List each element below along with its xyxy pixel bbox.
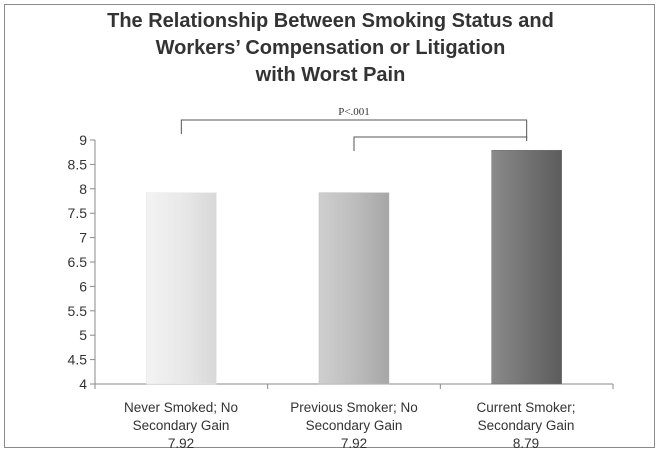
y-tick-label-8: 8 <box>79 181 87 197</box>
category-label-0-line-1: Never Smoked; No <box>123 400 239 415</box>
y-tick-label-10: 9 <box>79 132 87 148</box>
category-label-1-line-2: Secondary Gain <box>305 418 403 433</box>
category-label-1-line-1: Previous Smoker; No <box>290 400 418 415</box>
chart-title-line-2: Workers’ Compensation or Litigation <box>155 37 506 59</box>
bar-0 <box>146 192 217 385</box>
chart-title-line-3: with Worst Pain <box>255 64 406 86</box>
y-tick-label-9: 8.5 <box>68 156 88 172</box>
y-tick-label-1: 4.5 <box>68 352 88 368</box>
bar-1 <box>318 192 390 385</box>
bar-2 <box>491 149 562 385</box>
y-tick-label-2: 5 <box>79 327 87 343</box>
category-label-2-line-1: Current Smoker; <box>476 400 576 415</box>
y-tick-label-5: 6.5 <box>68 254 88 270</box>
significance-bracket-0 <box>180 119 528 139</box>
category-value-label-0: 7.92 <box>167 436 195 451</box>
category-label-2: Current Smoker; Secondary Gain 8.79 <box>436 399 616 453</box>
chart-title-line-1: The Relationship Between Smoking Status … <box>107 10 554 32</box>
category-label-2-line-2: Secondary Gain <box>477 418 575 433</box>
significance-bracket-1 <box>353 136 528 151</box>
category-value-label-1: 7.92 <box>340 436 368 451</box>
category-value-label-2: 8.79 <box>512 436 540 451</box>
y-tick-label-4: 6 <box>79 278 87 294</box>
y-tick-label-6: 7 <box>79 230 87 246</box>
category-label-0: Never Smoked; No Secondary Gain 7.92 <box>91 399 271 453</box>
y-tick-label-7: 7.5 <box>68 205 88 221</box>
category-label-1: Previous Smoker; No Secondary Gain 7.92 <box>264 399 444 453</box>
significance-label-0: P<.001 <box>338 106 370 118</box>
category-label-0-line-2: Secondary Gain <box>132 418 230 433</box>
y-tick-label-3: 5.5 <box>68 303 88 319</box>
chart-title: The Relationship Between Smoking Status … <box>0 8 661 89</box>
y-tick-label-0: 4 <box>79 376 87 392</box>
